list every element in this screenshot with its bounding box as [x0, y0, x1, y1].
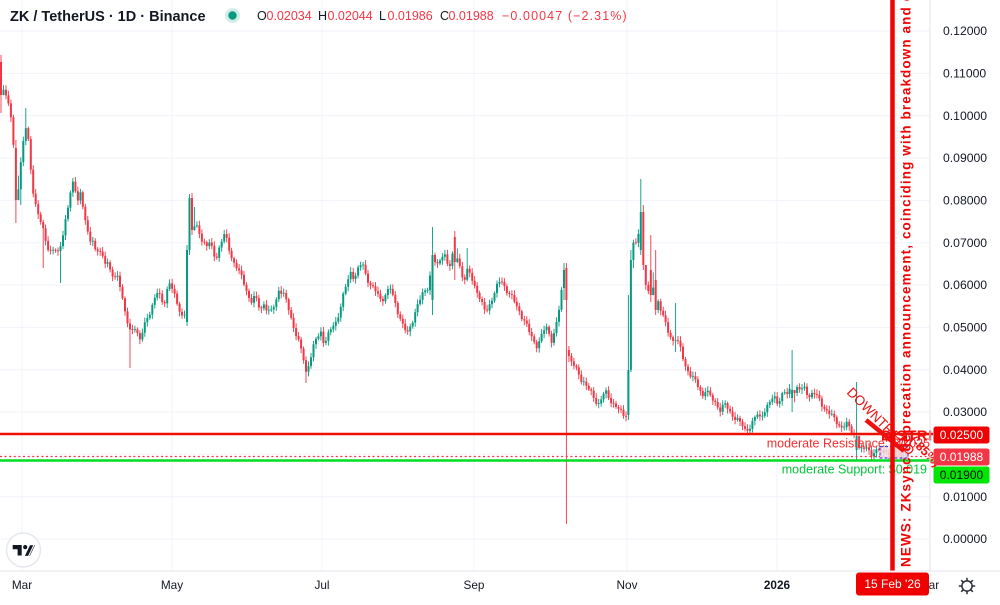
- svg-text:0.10000: 0.10000: [943, 109, 987, 123]
- svg-text:−0.00047 (−2.31%): −0.00047 (−2.31%): [502, 9, 628, 23]
- svg-text:0.02044: 0.02044: [328, 9, 373, 23]
- svg-text:0.09000: 0.09000: [943, 151, 987, 165]
- svg-text:Mar: Mar: [12, 578, 32, 592]
- svg-text:May: May: [161, 578, 183, 592]
- svg-text:0.01000: 0.01000: [943, 490, 987, 504]
- svg-text:NEWS: ZKsync deprecation annou: NEWS: ZKsync deprecation announcement, c…: [899, 0, 914, 567]
- svg-text:15 Feb '26: 15 Feb '26: [864, 577, 921, 591]
- svg-text:0.12000: 0.12000: [943, 24, 987, 38]
- svg-text:0.06000: 0.06000: [943, 278, 987, 292]
- svg-text:0.02034: 0.02034: [267, 9, 312, 23]
- svg-text:Jul: Jul: [314, 578, 329, 592]
- svg-text:0.01986: 0.01986: [388, 9, 433, 23]
- svg-text:0.08000: 0.08000: [943, 194, 987, 208]
- svg-text:0.07000: 0.07000: [943, 236, 987, 250]
- svg-text:O: O: [257, 9, 267, 23]
- svg-text:2026: 2026: [764, 578, 791, 592]
- svg-text:0.03000: 0.03000: [943, 405, 987, 419]
- svg-text:0.04000: 0.04000: [943, 363, 987, 377]
- svg-text:L: L: [379, 9, 386, 23]
- svg-text:ZK / TetherUS · 1D · Binance: ZK / TetherUS · 1D · Binance: [10, 9, 206, 25]
- svg-text:0.05000: 0.05000: [943, 321, 987, 335]
- svg-text:Sep: Sep: [464, 578, 485, 592]
- svg-text:0.02500: 0.02500: [940, 428, 984, 442]
- svg-text:H: H: [318, 9, 327, 23]
- svg-text:Nov: Nov: [617, 578, 638, 592]
- svg-text:0.11000: 0.11000: [943, 67, 986, 81]
- svg-text:0.01988: 0.01988: [449, 9, 494, 23]
- svg-text:0.01900: 0.01900: [940, 468, 984, 482]
- svg-text:0.00000: 0.00000: [943, 532, 987, 546]
- svg-text:0.01988: 0.01988: [940, 450, 984, 464]
- svg-text:C: C: [440, 9, 449, 23]
